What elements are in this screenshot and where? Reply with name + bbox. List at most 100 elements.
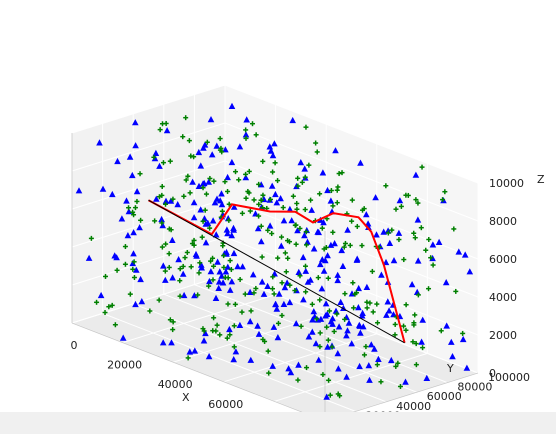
point-triangle [309, 316, 316, 323]
point-triangle [345, 319, 353, 326]
point-plus [236, 177, 242, 183]
point-plus [184, 249, 190, 255]
point-plus [131, 259, 137, 265]
point-triangle [383, 311, 390, 318]
point-triangle [228, 278, 236, 285]
point-triangle [207, 268, 215, 275]
point-plus [315, 275, 321, 281]
point-plus [287, 282, 293, 288]
point-triangle [292, 320, 300, 327]
point-plus [410, 339, 416, 345]
grid-line [122, 294, 276, 344]
point-plus [177, 266, 183, 272]
point-plus [210, 255, 216, 261]
point-plus [341, 244, 347, 250]
point-plus [415, 292, 421, 298]
point-plus [413, 341, 419, 347]
point-plus [122, 244, 128, 250]
point-triangle [270, 323, 278, 330]
grid-line [224, 236, 479, 336]
point-triangle [339, 262, 347, 269]
point-triangle [230, 249, 238, 257]
point-plus [396, 237, 402, 243]
point-plus [354, 290, 360, 296]
point-triangle [365, 362, 373, 369]
point-triangle [273, 199, 281, 206]
point-triangle [200, 144, 207, 151]
point-plus [147, 308, 153, 314]
point-triangle [343, 373, 350, 380]
point-plus [460, 330, 466, 336]
point-triangle [448, 338, 455, 345]
point-plus [398, 203, 404, 209]
point-triangle [137, 275, 144, 283]
point-plus [306, 162, 312, 168]
point-plus [314, 316, 320, 322]
point-plus [157, 127, 163, 133]
point-plus [453, 288, 459, 294]
point-triangle [242, 131, 250, 138]
point-triangle [191, 347, 199, 354]
grid-line [224, 198, 479, 298]
point-triangle [423, 374, 431, 381]
point-triangle [363, 211, 370, 218]
point-triangle [206, 277, 213, 285]
point-triangle [197, 206, 204, 213]
point-plus [260, 192, 266, 198]
point-plus [412, 312, 418, 318]
point-plus [159, 183, 165, 189]
point-plus [349, 218, 355, 224]
point-plus [374, 362, 380, 368]
point-triangle [129, 259, 137, 267]
point-plus [413, 197, 419, 203]
point-plus [342, 316, 348, 322]
point-triangle [378, 271, 385, 278]
point-triangle [266, 222, 274, 229]
point-plus [88, 235, 94, 241]
point-triangle [286, 298, 294, 306]
point-triangle [317, 260, 324, 268]
point-plus [326, 308, 332, 314]
red-path-line [148, 199, 406, 344]
x-tick-label: 40000 [158, 378, 193, 391]
point-plus [204, 139, 210, 145]
point-triangle [373, 231, 380, 238]
point-plus [243, 135, 249, 141]
point-triangle [449, 353, 456, 360]
point-plus [275, 178, 281, 184]
point-triangle [123, 197, 130, 204]
point-triangle [169, 274, 176, 281]
point-triangle [289, 116, 296, 124]
point-triangle [195, 148, 203, 156]
point-plus [330, 203, 336, 209]
point-plus [430, 262, 436, 268]
point-plus [191, 154, 197, 160]
point-triangle [327, 241, 335, 248]
point-triangle [190, 214, 198, 221]
point-plus [415, 200, 421, 206]
point-triangle [224, 173, 231, 181]
point-triangle [156, 162, 163, 169]
point-triangle [300, 296, 307, 303]
point-plus [151, 154, 157, 160]
point-plus [426, 286, 432, 292]
point-plus [162, 268, 168, 274]
point-triangle [305, 333, 313, 340]
grid-line [71, 274, 226, 324]
point-triangle [179, 270, 187, 277]
point-plus [317, 191, 323, 197]
point-plus [239, 309, 245, 315]
grid-line [71, 198, 226, 248]
point-plus [334, 311, 340, 317]
point-triangle [280, 217, 288, 224]
grid-line [71, 236, 226, 286]
point-plus [217, 136, 223, 142]
point-plus [228, 267, 234, 273]
point-plus [370, 309, 376, 315]
point-plus [359, 243, 365, 249]
point-triangle [390, 311, 397, 318]
point-triangle [197, 162, 205, 169]
point-plus [428, 255, 434, 261]
point-triangle [395, 229, 403, 236]
point-triangle [396, 197, 404, 204]
